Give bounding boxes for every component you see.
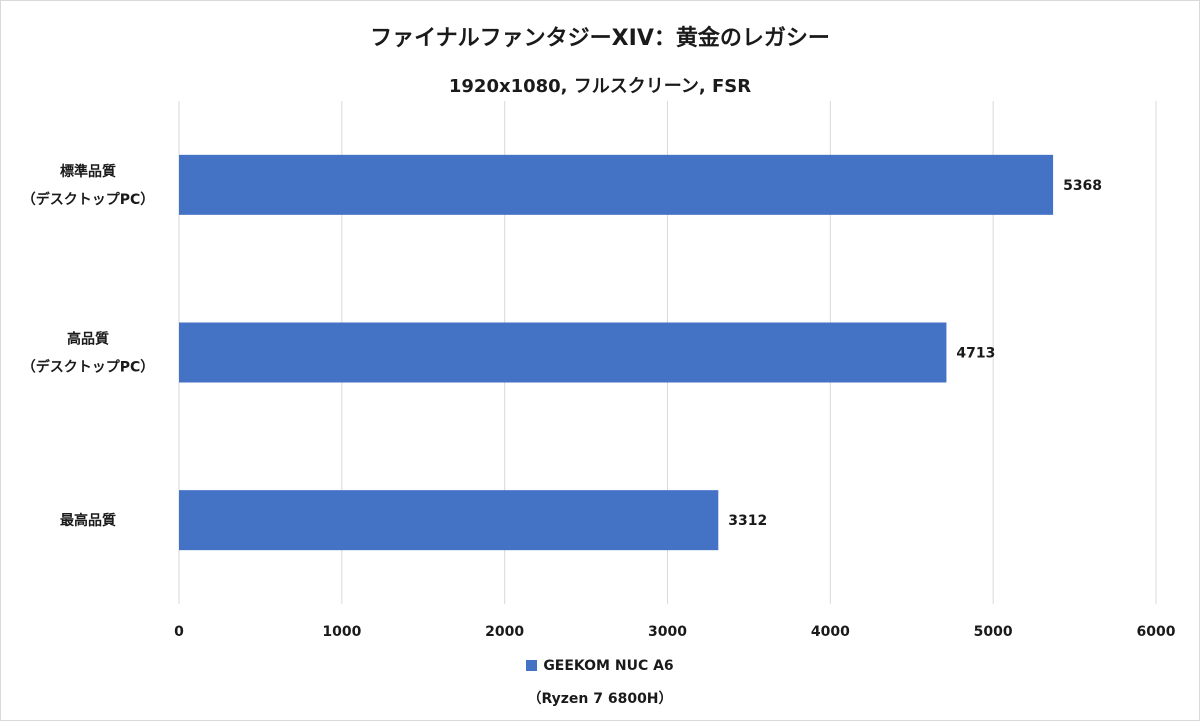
x-tick-label: 5000 bbox=[974, 624, 1013, 640]
x-tick-label: 1000 bbox=[322, 624, 361, 640]
legend-label-line2: （Ryzen 7 6800H） bbox=[527, 691, 673, 707]
category-label: 高品質 bbox=[67, 331, 109, 348]
chart-title: ファイナルファンタジーXIV：黄金のレガシー bbox=[370, 26, 830, 51]
x-tick-label: 3000 bbox=[648, 624, 687, 640]
bar bbox=[179, 154, 1054, 215]
x-tick-label: 2000 bbox=[485, 624, 524, 640]
bar bbox=[179, 322, 947, 383]
legend-swatch bbox=[526, 660, 538, 671]
data-label: 5368 bbox=[1063, 178, 1102, 194]
bar bbox=[179, 490, 719, 551]
category-label: （デスクトップPC） bbox=[22, 191, 155, 208]
x-tick-label: 4000 bbox=[811, 624, 850, 640]
data-label: 4713 bbox=[956, 346, 995, 362]
category-label: 最高品質 bbox=[60, 512, 116, 529]
data-label: 3312 bbox=[728, 513, 767, 529]
legend: GEEKOM NUC A6 （Ryzen 7 6800H） bbox=[0, 658, 1200, 707]
category-label: 標準品質 bbox=[60, 163, 116, 180]
chart-subtitle: 1920x1080, フルスクリーン, FSR bbox=[448, 76, 752, 97]
x-tick-label: 0 bbox=[174, 624, 184, 640]
legend-label-line1: GEEKOM NUC A6 bbox=[543, 658, 674, 674]
category-label: （デスクトップPC） bbox=[22, 359, 155, 376]
x-tick-label: 6000 bbox=[1137, 624, 1176, 640]
